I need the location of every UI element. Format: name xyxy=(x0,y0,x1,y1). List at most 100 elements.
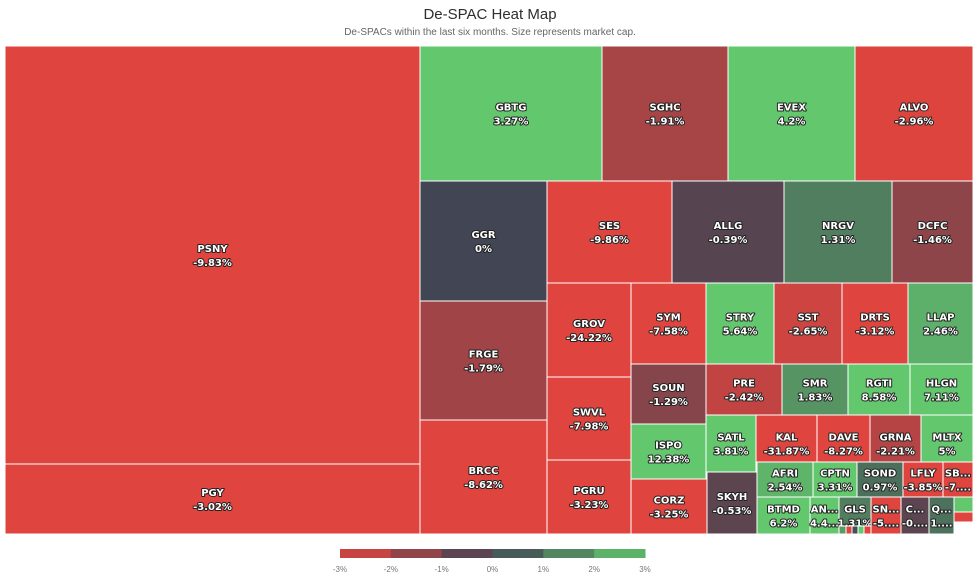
tile-rect xyxy=(419,180,548,302)
tile-change: 0% xyxy=(475,244,492,255)
tile-ticker: SMR xyxy=(803,379,828,390)
tile-ticker: AN... xyxy=(811,505,839,516)
tile-ispo[interactable]: ISPO 12.38% xyxy=(630,423,707,480)
tile-sst[interactable]: SST -2.65% xyxy=(773,282,843,365)
tile-satl[interactable]: SATL 3.81% xyxy=(705,414,757,473)
tile-soun[interactable]: SOUN -1.29% xyxy=(630,363,707,425)
tile-ticker: SATL xyxy=(717,433,745,444)
tile-ticker: NRGV xyxy=(822,221,854,232)
tile-dcfc[interactable]: DCFC -1.46% xyxy=(891,180,974,284)
tile-small[interactable] xyxy=(857,525,865,535)
tile-brcc[interactable]: BRCC -8.62% xyxy=(419,419,548,535)
tile-rect xyxy=(928,496,955,535)
tile-rect xyxy=(705,282,775,365)
tile-change: -3.25% xyxy=(650,510,689,521)
tile-nrgv[interactable]: NRGV 1.31% xyxy=(783,180,893,284)
tile-sb[interactable]: SB... -7.... xyxy=(942,461,974,498)
tile-change: 7.11% xyxy=(924,393,959,404)
tile-ticker: SES xyxy=(599,221,620,232)
tile-swvl[interactable]: SWVL -7.98% xyxy=(546,376,632,461)
tile-drts[interactable]: DRTS -3.12% xyxy=(841,282,909,365)
tile-small[interactable] xyxy=(845,525,853,535)
tile-frge[interactable]: FRGE -1.79% xyxy=(419,300,548,421)
tile-c[interactable]: C... -0.... xyxy=(900,496,930,535)
tile-ticker: PSNY xyxy=(197,244,228,255)
tile-ticker: DCFC xyxy=(918,221,948,232)
tile-ticker: SOND xyxy=(864,469,896,480)
tile-rect xyxy=(812,461,858,498)
tile-rect xyxy=(845,525,853,535)
tile-q[interactable]: Q... 1.... xyxy=(928,496,955,535)
tile-afri[interactable]: AFRI 2.54% xyxy=(756,461,814,498)
tile-psny[interactable]: PSNY -9.83% xyxy=(4,45,421,465)
tile-skyh[interactable]: SKYH -0.53% xyxy=(706,471,758,535)
tile-sym[interactable]: SYM -7.58% xyxy=(630,282,707,365)
tile-an[interactable]: AN... 4.4... xyxy=(809,496,840,535)
tile-ses[interactable]: SES -9.86% xyxy=(546,180,673,284)
tile-ticker: BTMD xyxy=(767,505,800,516)
tile-smr[interactable]: SMR 1.83% xyxy=(781,363,849,416)
tile-rect xyxy=(953,511,974,523)
tile-ggr[interactable]: GGR 0% xyxy=(419,180,548,302)
tile-change: -7.... xyxy=(945,483,971,494)
tile-change: -9.86% xyxy=(590,235,629,246)
tile-sond[interactable]: SOND 0.97% xyxy=(856,461,904,498)
tile-change: 0.97% xyxy=(863,483,898,494)
tile-ticker: PGRU xyxy=(573,486,604,497)
tile-evex[interactable]: EVEX 4.2% xyxy=(727,45,856,182)
tile-rect xyxy=(705,363,783,416)
tile-llap[interactable]: LLAP 2.46% xyxy=(907,282,974,365)
tile-rect xyxy=(891,180,974,284)
tile-ticker: MLTX xyxy=(932,433,961,444)
tile-change: -5.... xyxy=(873,519,899,530)
tile-ticker: LLAP xyxy=(927,313,955,324)
tile-hlgn[interactable]: HLGN 7.11% xyxy=(909,363,974,416)
tile-ticker: ALLG xyxy=(714,221,743,232)
tile-ticker: GGR xyxy=(471,230,495,241)
tile-rect xyxy=(909,363,974,416)
tile-rect xyxy=(841,282,909,365)
tile-allg[interactable]: ALLG -0.39% xyxy=(671,180,785,284)
tile-rgti[interactable]: RGTI 8.58% xyxy=(847,363,911,416)
tile-grov[interactable]: GROV -24.22% xyxy=(546,282,632,378)
tile-ticker: FRGE xyxy=(469,350,499,361)
tile-rect xyxy=(601,45,729,182)
tile-change: -0.53% xyxy=(713,506,752,517)
tile-pre[interactable]: PRE -2.42% xyxy=(705,363,783,416)
tile-corz[interactable]: CORZ -3.25% xyxy=(630,478,708,535)
tile-ticker: GRNA xyxy=(879,433,911,444)
tile-alvo[interactable]: ALVO -2.96% xyxy=(854,45,974,182)
tile-change: 12.38% xyxy=(648,455,690,466)
tile-pgru[interactable]: PGRU -3.23% xyxy=(546,459,632,535)
tile-rect xyxy=(870,496,902,535)
tile-ticker: GBTG xyxy=(496,103,527,114)
tile-rect xyxy=(4,45,421,465)
tile-sn[interactable]: SN... -5.... xyxy=(870,496,902,535)
tile-change: -8.27% xyxy=(824,447,863,458)
tile-small[interactable] xyxy=(838,525,847,535)
tile-rect xyxy=(419,419,548,535)
tile-change: 2.46% xyxy=(923,327,958,338)
tile-gbtg[interactable]: GBTG 3.27% xyxy=(419,45,603,182)
tile-ticker: GLS xyxy=(844,505,866,516)
tile-change: -0.... xyxy=(902,519,928,530)
tile-change: 5% xyxy=(939,447,956,458)
tile-rect xyxy=(857,525,865,535)
tile-ticker: BRCC xyxy=(469,466,499,477)
tile-small[interactable] xyxy=(953,511,974,523)
tile-lfly[interactable]: LFLY -3.85% xyxy=(902,461,944,498)
tile-ticker: SB... xyxy=(945,469,971,480)
tile-ticker: SWVL xyxy=(573,408,606,419)
tile-pgy[interactable]: PGY -3.02% xyxy=(4,463,421,535)
tile-change: -8.62% xyxy=(464,480,503,491)
tile-btmd[interactable]: BTMD 6.2% xyxy=(756,496,811,535)
tile-small[interactable] xyxy=(953,496,974,513)
tile-small[interactable] xyxy=(851,525,859,535)
tile-stry[interactable]: STRY 5.64% xyxy=(705,282,775,365)
tile-ticker: HLGN xyxy=(926,379,957,390)
tile-cptn[interactable]: CPTN 3.31% xyxy=(812,461,858,498)
tile-sghc[interactable]: SGHC -1.91% xyxy=(601,45,729,182)
tile-ticker: DRTS xyxy=(860,313,890,324)
tile-small[interactable] xyxy=(863,525,872,535)
tile-ticker: LFLY xyxy=(910,469,936,480)
